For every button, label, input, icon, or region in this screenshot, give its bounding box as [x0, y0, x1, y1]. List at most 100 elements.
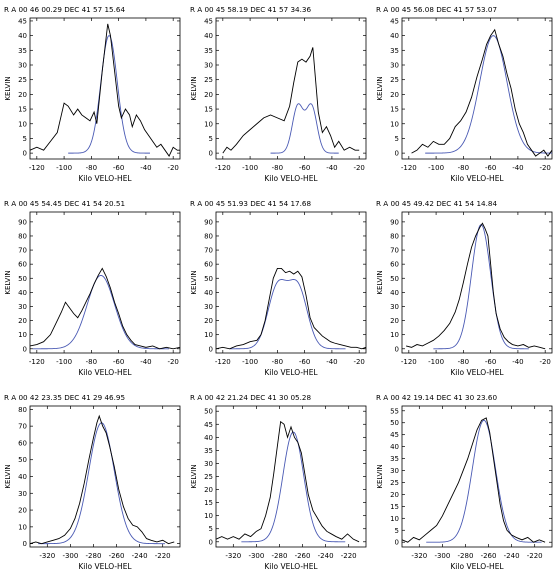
- x-tick-label: -40: [512, 164, 523, 172]
- panel-title: R A 00 42 23.35 DEC 41 29 46.95: [4, 393, 125, 402]
- x-tick-label: -100: [242, 358, 258, 366]
- x-axis-label: Kilo VELO-HEL: [78, 562, 132, 571]
- y-tick-label: 40: [18, 32, 27, 40]
- panel-title: R A 00 42 19.14 DEC 41 30 23.60: [376, 393, 497, 402]
- x-tick-label: -20: [353, 164, 364, 172]
- x-tick-label: -80: [458, 358, 469, 366]
- x-tick-label: -40: [140, 164, 151, 172]
- spectrum-panel: R A 00 46 00.29 DEC 41 57 15.64 0 5 10 15 20 2…: [4, 5, 181, 183]
- y-tick-label: 50: [390, 275, 399, 283]
- spectrum-line: [215, 420, 360, 543]
- x-tick-label: -60: [485, 164, 496, 172]
- y-tick-label: 20: [390, 317, 399, 325]
- x-tick-label: -100: [428, 164, 444, 172]
- y-tick-label: 30: [390, 303, 399, 311]
- x-tick-label: -260: [295, 552, 311, 560]
- y-tick-label: 10: [390, 515, 399, 523]
- spectrum-line: [29, 23, 180, 157]
- x-tick-label: -100: [242, 164, 258, 172]
- x-tick-label: -240: [132, 552, 148, 560]
- plot-frame: [401, 17, 553, 160]
- gaussian-fit-line: [433, 224, 529, 350]
- y-tick-label: 40: [390, 32, 399, 40]
- y-tick-label: 25: [204, 473, 213, 481]
- y-tick-label: 0: [209, 538, 213, 546]
- y-tick-label: 0: [395, 150, 399, 158]
- y-tick-label: 35: [204, 47, 213, 55]
- y-tick-label: 10: [204, 331, 213, 339]
- x-tick-label: -80: [86, 358, 97, 366]
- y-tick-label: 15: [204, 499, 213, 507]
- y-tick-label: 70: [18, 423, 27, 431]
- y-tick-label: 10: [390, 120, 399, 128]
- x-tick-label: -20: [539, 164, 550, 172]
- y-tick-label: 0: [209, 345, 213, 353]
- y-tick-label: 45: [390, 17, 399, 25]
- y-tick-label: 90: [390, 218, 399, 226]
- x-tick-label: -20: [539, 358, 550, 366]
- x-tick-label: -220: [527, 552, 543, 560]
- x-tick-label: -20: [353, 358, 364, 366]
- y-tick-label: 15: [390, 503, 399, 511]
- x-tick-label: -60: [113, 164, 124, 172]
- spectrum-line: [215, 267, 367, 350]
- y-tick-label: 15: [18, 106, 27, 114]
- x-tick-label: -300: [248, 552, 264, 560]
- y-tick-label: 80: [18, 232, 27, 240]
- y-tick-label: 20: [18, 317, 27, 325]
- y-tick-label: 90: [18, 218, 27, 226]
- x-tick-label: -320: [411, 552, 427, 560]
- x-tick-label: -60: [299, 358, 310, 366]
- x-tick-label: -120: [29, 358, 45, 366]
- y-tick-label: 70: [390, 247, 399, 255]
- y-tick-label: 35: [18, 47, 27, 55]
- gaussian-fit-line: [241, 431, 346, 543]
- y-tick-label: 15: [204, 106, 213, 114]
- x-tick-label: -20: [167, 164, 178, 172]
- y-tick-label: 30: [204, 62, 213, 70]
- y-tick-label: 45: [18, 17, 27, 25]
- y-tick-label: 60: [390, 261, 399, 269]
- y-tick-label: 0: [23, 345, 27, 353]
- plot-frame: [29, 17, 181, 160]
- y-tick-label: 40: [18, 473, 27, 481]
- x-axis-label: Kilo VELO-HEL: [450, 174, 504, 183]
- y-tick-label: 40: [390, 443, 399, 451]
- y-tick-label: 45: [204, 17, 213, 25]
- y-tick-label: 0: [395, 539, 399, 547]
- x-tick-label: -40: [326, 358, 337, 366]
- y-tick-label: 80: [18, 406, 27, 414]
- spectrum-panel: R A 00 45 51.93 DEC 41 54 17.68 0 10 20 30 40…: [190, 199, 367, 377]
- gaussian-fit-line: [32, 274, 170, 350]
- x-tick-label: -80: [86, 164, 97, 172]
- x-axis-label: Kilo VELO-HEL: [78, 174, 132, 183]
- x-tick-label: -60: [485, 358, 496, 366]
- plot-frame: [29, 211, 181, 354]
- y-tick-label: 10: [18, 331, 27, 339]
- x-tick-label: -300: [62, 552, 78, 560]
- panel-title: R A 00 46 00.29 DEC 41 57 15.64: [4, 5, 125, 14]
- y-tick-label: 30: [390, 62, 399, 70]
- y-tick-label: 25: [204, 76, 213, 84]
- y-tick-label: 25: [390, 76, 399, 84]
- y-tick-label: 80: [390, 232, 399, 240]
- y-tick-label: 40: [18, 289, 27, 297]
- x-tick-label: -220: [341, 552, 357, 560]
- y-axis-label: KELVIN: [190, 76, 198, 100]
- x-tick-label: -320: [39, 552, 55, 560]
- y-tick-label: 5: [23, 135, 27, 143]
- y-tick-label: 5: [209, 525, 213, 533]
- panel-title: R A 00 45 49.42 DEC 41 54 14.84: [376, 199, 497, 208]
- spectrum-line: [29, 267, 181, 350]
- y-axis-label: KELVIN: [190, 464, 198, 488]
- x-tick-label: -120: [215, 358, 231, 366]
- x-tick-label: -240: [318, 552, 334, 560]
- x-tick-label: -100: [428, 358, 444, 366]
- y-tick-label: 5: [209, 135, 213, 143]
- y-tick-label: 35: [204, 447, 213, 455]
- x-tick-label: -320: [225, 552, 241, 560]
- spectrum-panel: R A 00 42 19.14 DEC 41 30 23.60 0 5 10 15 20 2…: [376, 393, 553, 571]
- x-tick-label: -260: [109, 552, 125, 560]
- spectrum-line: [29, 414, 175, 545]
